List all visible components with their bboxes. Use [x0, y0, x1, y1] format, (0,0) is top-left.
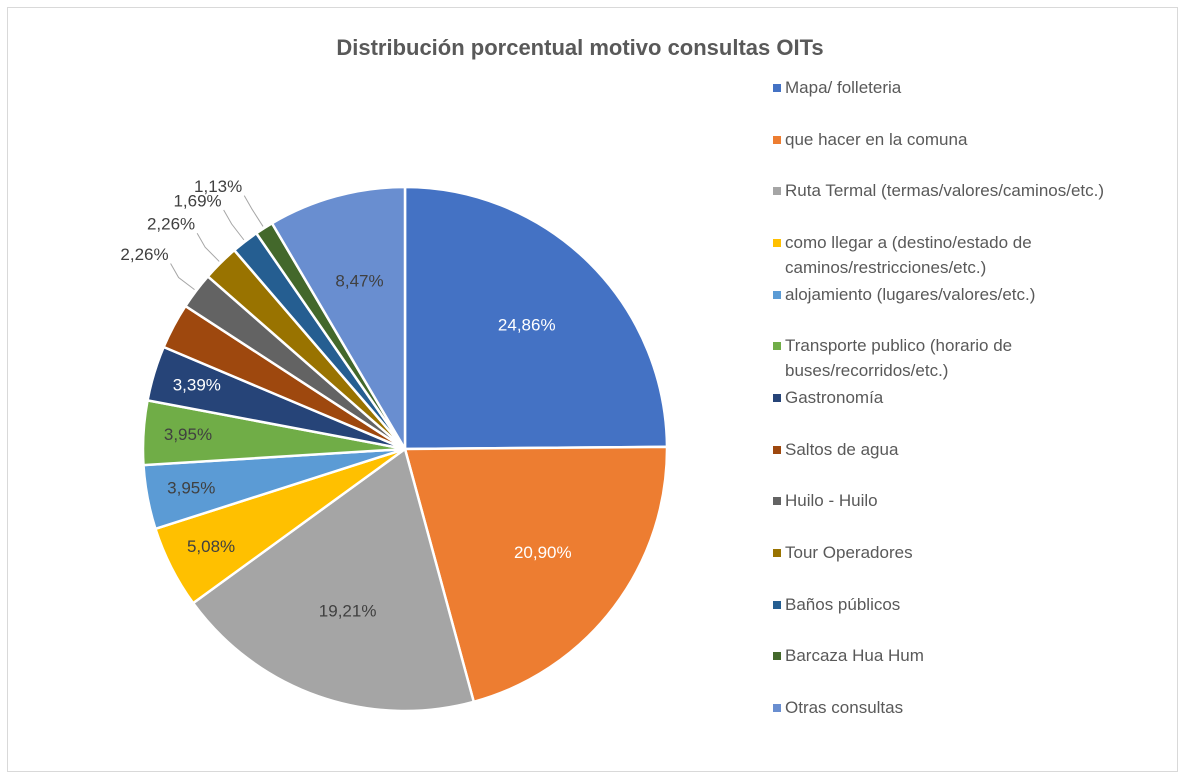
data-label: 20,90% [514, 543, 572, 562]
legend-item: alojamiento (lugares/valores/etc.) [773, 282, 1145, 307]
legend-key [773, 342, 781, 351]
legend-item: como llegar a (destino/estado de caminos… [773, 230, 1145, 280]
legend-label: Baños públicos [785, 594, 901, 614]
data-label: 3,95% [164, 425, 212, 444]
chart-title: Distribución porcentual motivo consultas… [336, 35, 823, 60]
legend-label: Tour Operadores [785, 543, 913, 562]
legend-label: Transporte publico (horario de buses/rec… [785, 336, 1013, 381]
pie-slice [191, 446, 476, 713]
legend-label: alojamiento (lugares/valores/etc.) [785, 284, 1036, 304]
leader-line [170, 263, 195, 291]
legend-item: Huilo - Huilo [773, 488, 1145, 513]
legend-item: Barcaza Hua Hum [773, 643, 1145, 668]
legend-key [773, 497, 781, 506]
pie-slice [403, 185, 669, 451]
legend-key [773, 652, 781, 661]
data-label: 24,86% [498, 316, 556, 335]
legend-key [773, 290, 781, 299]
legend-item: Transporte publico (horario de buses/rec… [773, 333, 1145, 383]
legend-label: Otras consultas [785, 698, 904, 717]
legend-key [773, 549, 781, 557]
data-label: 3,95% [167, 479, 215, 498]
legend-label: Huilo - Huilo [785, 491, 878, 511]
legend-key [773, 600, 781, 609]
leader-line [223, 209, 245, 241]
legend-label: Mapa/ folleteria [785, 78, 902, 97]
legend-label: como llegar a (destino/estado de caminos… [785, 233, 1032, 277]
legend-item: Baños públicos [773, 592, 1145, 617]
legend-label: que hacer en la comuna [785, 129, 968, 149]
data-label: 1,13% [194, 177, 242, 196]
legend-item: Gastronomía [773, 385, 1145, 410]
legend-label: Ruta Termal (termas/valores/caminos/etc.… [785, 181, 1105, 201]
legend-item: Tour Operadores [773, 540, 1145, 565]
data-label: 1,69% [173, 192, 221, 211]
legend-label: Gastronomía [785, 388, 884, 407]
legend-item: Saltos de agua [773, 437, 1145, 462]
data-label: 3,39% [173, 376, 221, 395]
data-label: 2,26% [147, 215, 195, 234]
data-label: 19,21% [319, 602, 377, 621]
legend-label: Barcaza Hua Hum [785, 646, 924, 666]
legend-item: Ruta Termal (termas/valores/caminos/etc.… [773, 178, 1145, 203]
data-label: 2,26% [120, 245, 168, 264]
legend-key [773, 84, 781, 92]
data-label: 8,47% [335, 272, 383, 291]
leader-line [196, 232, 220, 262]
legend-key [773, 445, 781, 454]
leader-line [243, 195, 264, 227]
legend-key [773, 239, 781, 247]
legend-key [773, 187, 781, 196]
legend-key [773, 704, 781, 712]
legend-item: que hacer en la comuna [773, 127, 1145, 152]
pie-slice [270, 185, 407, 454]
legend-item: Otras consultas [773, 695, 1145, 720]
legend-key [773, 394, 781, 402]
legend-key [773, 135, 781, 144]
data-label: 5,08% [187, 537, 235, 556]
legend-item: Mapa/ folleteria [773, 75, 1145, 100]
legend-label: Saltos de agua [785, 439, 899, 459]
pie-slice [403, 445, 669, 704]
